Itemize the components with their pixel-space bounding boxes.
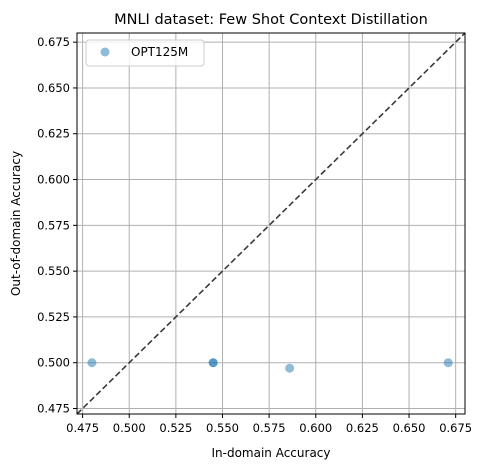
x-tick-label: 0.475 (66, 421, 99, 435)
data-point (443, 358, 453, 368)
grid-lines (77, 33, 465, 414)
y-tick-label: 0.675 (37, 35, 70, 49)
x-tick-label: 0.575 (253, 421, 286, 435)
reference-line-group (76, 32, 466, 415)
y-tick-label: 0.650 (37, 81, 70, 95)
plot-frame (76, 32, 466, 415)
x-tick-label: 0.600 (299, 421, 332, 435)
legend: OPT125M (85, 39, 205, 67)
x-tick-label: 0.650 (393, 421, 426, 435)
y-tick-label: 0.475 (37, 402, 70, 416)
y-tick-label: 0.575 (37, 218, 70, 232)
x-axis-label: In-domain Accuracy (211, 446, 330, 460)
legend-label: OPT125M (131, 45, 188, 59)
y-tick-label: 0.625 (37, 127, 70, 141)
y-axis-label: Out-of-domain Accuracy (9, 151, 23, 296)
x-axis: 0.475 0.500 0.525 0.550 0.575 0.600 0.625 0.650… (66, 414, 472, 435)
legend-marker (100, 47, 110, 57)
x-tick-label: 0.625 (346, 421, 379, 435)
data-point (208, 358, 218, 368)
x-tick-label: 0.550 (206, 421, 239, 435)
y-tick-label: 0.600 (37, 173, 70, 187)
chart-title: MNLI dataset: Few Shot Context Distillat… (114, 12, 428, 28)
legend-box (85, 39, 205, 67)
y-tick-label: 0.500 (37, 356, 70, 370)
y-axis: 0.475 0.500 0.525 0.550 0.575 0.600 0.625 0.650… (37, 35, 77, 416)
data-point (87, 358, 97, 368)
diagonal-reference-line (76, 32, 466, 415)
x-tick-label: 0.675 (439, 421, 472, 435)
y-tick-label: 0.525 (37, 310, 70, 324)
data-point (285, 363, 295, 373)
x-tick-label: 0.500 (113, 421, 146, 435)
x-tick-label: 0.525 (159, 421, 192, 435)
y-tick-label: 0.550 (37, 264, 70, 278)
data-points (87, 358, 453, 373)
